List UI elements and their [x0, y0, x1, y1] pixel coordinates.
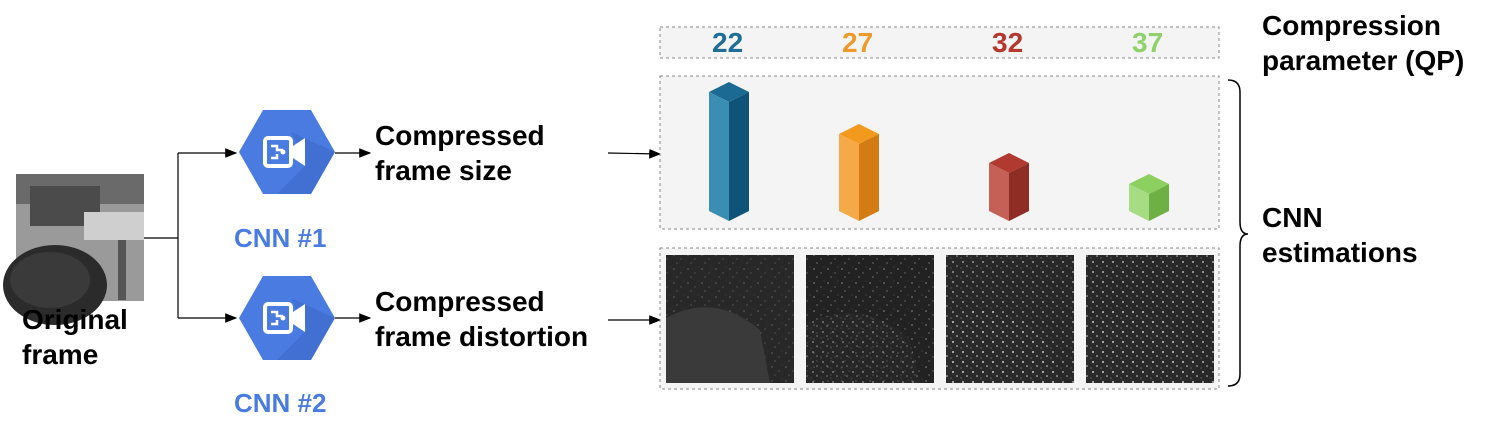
frame-size-output-line1: Compressed [375, 120, 545, 151]
frame-distortion-output-line2: frame distortion [375, 321, 589, 352]
frame-size-output-line2: frame size [375, 155, 512, 186]
frame-size-panel [659, 75, 1220, 230]
bar-qp-22 [709, 82, 749, 221]
cnn-estimations-line2: estimations [1262, 237, 1418, 268]
cnn2-hexagon-camera-icon [239, 276, 335, 360]
qp-value-32: 32 [992, 27, 1024, 58]
original-frame-label-line2: frame [22, 339, 99, 370]
cnn1-hexagon-camera-icon [239, 110, 335, 194]
qp-value-37: 37 [1132, 27, 1164, 58]
frame-distortion-output-label: Compressed frame distortion [375, 284, 588, 354]
qp-value-22: 22 [712, 27, 744, 58]
connectors [144, 148, 662, 325]
bar-qp-37 [1129, 174, 1169, 221]
distortion-map-qp-32 [946, 255, 1074, 383]
cnn1-label: CNN #1 [234, 223, 327, 253]
bar-qp-32 [989, 153, 1029, 221]
compression-parameter-label: Compression parameter (QP) [1262, 8, 1464, 78]
qp-value-27: 27 [842, 27, 874, 58]
compression-parameter-line1: Compression [1262, 10, 1441, 41]
cnn-estimations-line1: CNN [1262, 202, 1323, 233]
original-frame-label: Original frame [22, 302, 128, 372]
qp-header-panel [659, 26, 1220, 59]
original-frame-image [3, 174, 144, 325]
distortion-map-qp-22 [666, 255, 794, 383]
compression-parameter-line2: parameter (QP) [1262, 45, 1465, 76]
cnn2-label: CNN #2 [234, 388, 327, 418]
frame-distortion-output-line1: Compressed [375, 286, 545, 317]
original-frame-label-line1: Original [22, 304, 128, 335]
bar-qp-27 [839, 124, 879, 221]
frame-size-output-label: Compressed frame size [375, 118, 545, 188]
distortion-map-qp-27 [806, 255, 934, 383]
right-brace-icon [1227, 79, 1249, 387]
distortion-map-qp-37 [1086, 255, 1214, 383]
cnn-estimations-label: CNN estimations [1262, 200, 1418, 270]
